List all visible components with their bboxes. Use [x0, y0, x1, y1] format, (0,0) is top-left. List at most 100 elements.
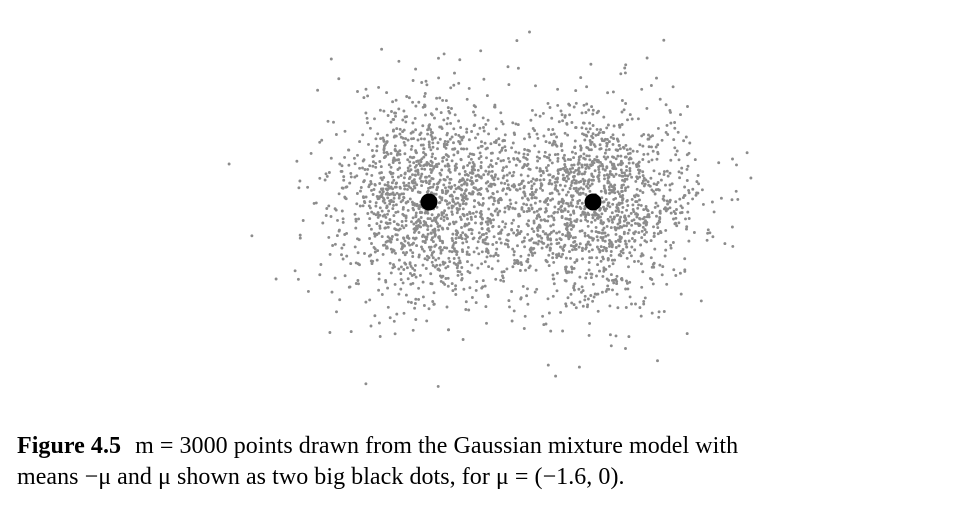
sample-point — [508, 198, 512, 202]
sample-point — [564, 256, 568, 260]
sample-point — [306, 289, 310, 293]
sample-point — [678, 271, 682, 275]
sample-point — [639, 314, 643, 318]
sample-point — [448, 201, 451, 205]
sample-point — [685, 332, 689, 336]
sample-point — [476, 132, 480, 136]
sample-point — [402, 244, 406, 248]
sample-point — [431, 185, 435, 189]
sample-point — [418, 224, 422, 228]
sample-point — [507, 83, 511, 87]
sample-point — [523, 148, 527, 151]
sample-point — [535, 214, 539, 218]
sample-point — [617, 143, 621, 147]
sample-point — [337, 77, 341, 81]
sample-point — [617, 210, 621, 213]
sample-point — [391, 207, 395, 211]
sample-point — [674, 212, 677, 216]
sample-point — [572, 163, 576, 167]
sample-point — [459, 233, 463, 237]
sample-point — [491, 243, 495, 246]
sample-point — [529, 179, 533, 183]
sample-point — [586, 182, 590, 186]
sample-point — [591, 108, 595, 112]
sample-point — [683, 268, 687, 272]
sample-point — [388, 218, 392, 222]
sample-point — [537, 223, 541, 227]
sample-point — [390, 235, 394, 238]
sample-point — [396, 223, 400, 227]
sample-point — [479, 155, 483, 158]
sample-point — [565, 121, 569, 125]
sample-point — [623, 214, 627, 218]
sample-point — [497, 143, 501, 147]
sample-point — [512, 170, 516, 174]
sample-point — [570, 301, 574, 305]
sample-point — [450, 236, 454, 240]
sample-point — [498, 150, 502, 154]
sample-point — [620, 210, 624, 214]
sample-point — [590, 248, 594, 252]
sample-point — [504, 192, 508, 196]
sample-point — [600, 196, 604, 200]
sample-point — [374, 161, 378, 165]
sample-point — [608, 333, 612, 337]
sample-point — [692, 231, 696, 234]
sample-point — [674, 153, 678, 157]
sample-point — [595, 235, 599, 239]
sample-point — [408, 243, 412, 247]
sample-point — [620, 171, 624, 175]
sample-point — [560, 142, 564, 146]
sample-point — [623, 239, 627, 243]
sample-point — [579, 219, 583, 223]
sample-point — [451, 232, 455, 236]
sample-point — [457, 133, 461, 137]
sample-point — [388, 221, 392, 225]
sample-point — [381, 252, 385, 256]
sample-point — [370, 242, 373, 245]
sample-point — [392, 214, 396, 218]
sample-point — [425, 83, 429, 87]
sample-point — [528, 264, 532, 268]
sample-point — [585, 85, 589, 89]
sample-point — [452, 153, 456, 157]
sample-point — [397, 107, 401, 111]
sample-point — [677, 170, 681, 174]
sample-point — [441, 281, 445, 285]
sample-point — [365, 116, 369, 120]
sample-point — [616, 139, 620, 143]
sample-point — [318, 273, 322, 277]
sample-point — [512, 231, 516, 235]
sample-point — [456, 150, 460, 154]
sample-point — [407, 169, 411, 173]
sample-point — [525, 209, 529, 213]
sample-point — [455, 207, 459, 211]
sample-point — [627, 214, 631, 218]
sample-point — [661, 197, 665, 201]
sample-point — [508, 305, 511, 309]
sample-point — [473, 123, 477, 127]
sample-point — [412, 222, 416, 226]
sample-point — [508, 160, 511, 164]
sample-point — [462, 147, 466, 151]
sample-point — [486, 222, 490, 226]
sample-point — [353, 175, 357, 179]
sample-point — [543, 154, 546, 158]
sample-point — [555, 231, 559, 235]
sample-point — [563, 131, 567, 135]
sample-point — [399, 241, 403, 245]
sample-point — [348, 285, 352, 289]
sample-point — [636, 213, 640, 217]
sample-point — [485, 235, 489, 239]
sample-point — [608, 191, 611, 195]
sample-point — [557, 120, 561, 124]
sample-point — [564, 227, 568, 231]
sample-point — [448, 111, 452, 115]
sample-point — [391, 191, 395, 195]
sample-point — [641, 174, 645, 178]
sample-point — [298, 233, 302, 237]
sample-point — [394, 114, 397, 118]
sample-point — [519, 230, 523, 233]
sample-point — [635, 215, 639, 219]
sample-point — [459, 193, 463, 197]
